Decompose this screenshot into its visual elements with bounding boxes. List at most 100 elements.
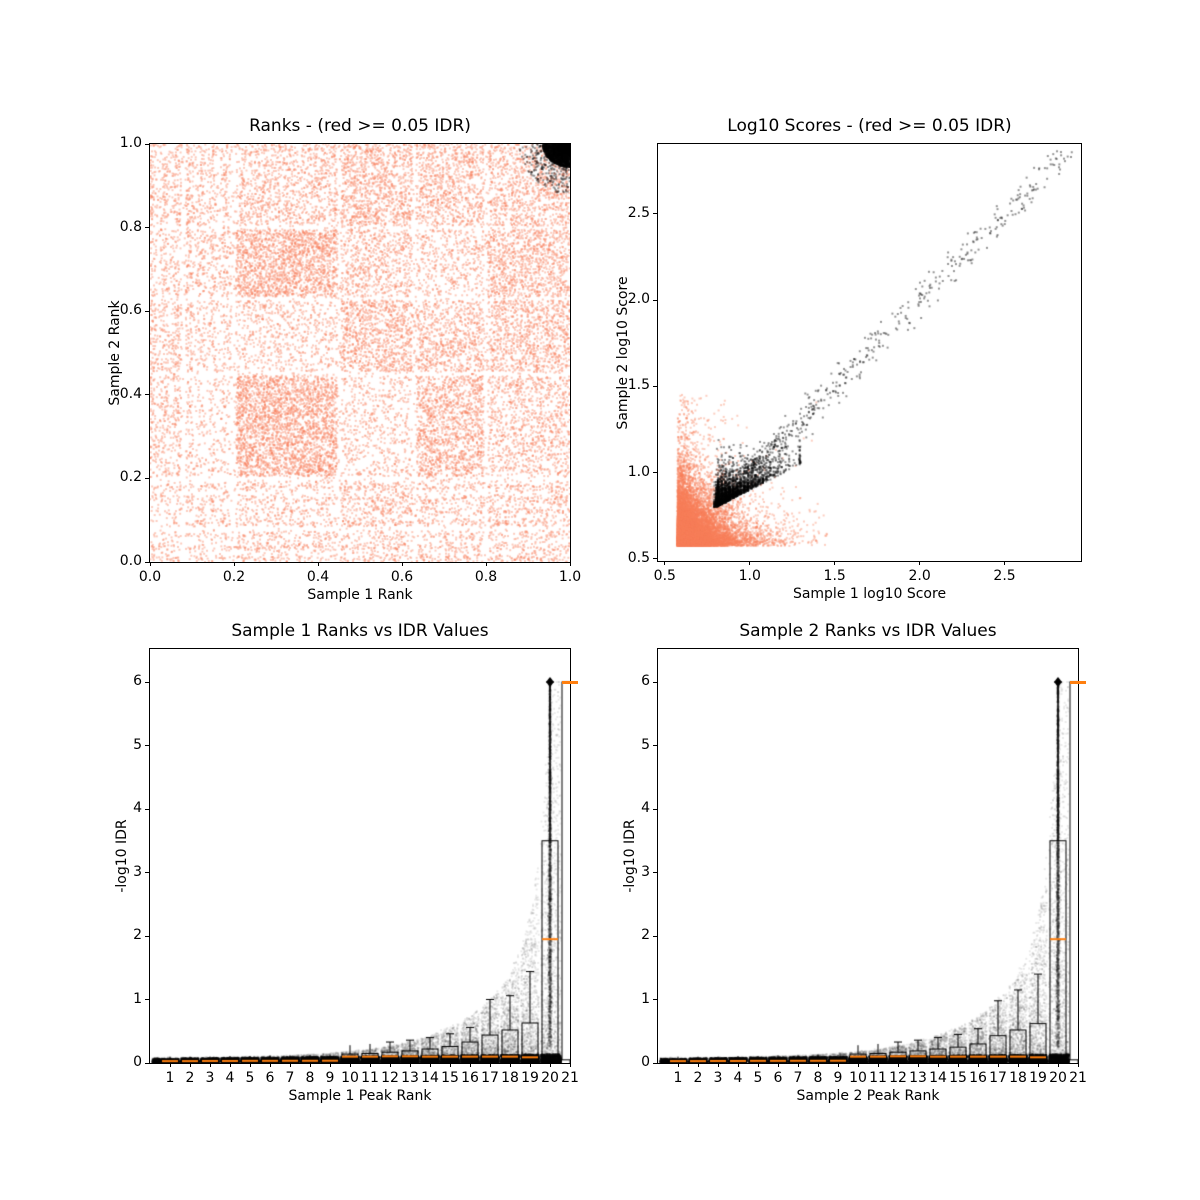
x-tick-label: 19 [521,1070,539,1086]
x-tick [317,562,319,566]
scores-canvas [658,144,1081,561]
x-tick-label: 15 [949,1070,967,1086]
x-tick-label: 12 [889,1070,907,1086]
y-tick [145,935,149,937]
y-tick [145,143,149,145]
x-tick-label: 16 [969,1070,987,1086]
x-tick [919,561,921,565]
x-tick [329,1063,331,1067]
x-tick-label: 0.5 [653,568,676,584]
y-tick [653,1062,657,1064]
sample2-idr-boxplot: Sample 2 Ranks vs IDR Values -log10 IDR … [622,621,1087,1104]
x-tick [529,1063,531,1067]
x-tick-label: 5 [753,1070,763,1086]
y-tick [145,477,149,479]
y-tick-label: 0.4 [119,385,142,402]
x-tick [977,1063,979,1067]
x-tick [857,1063,859,1067]
y-tick-label: 1.0 [119,135,142,151]
x-tick [1017,1063,1019,1067]
x-tick-label: 7 [285,1070,295,1086]
x-tick-label: 20 [541,1070,559,1086]
x-tick-label: 3 [205,1070,215,1086]
y-tick-label: 1 [133,990,142,1007]
x-tick [409,1063,411,1067]
x-tick [549,1063,551,1067]
x-tick-label: 9 [833,1070,843,1086]
x-tick [569,562,571,566]
x-tick [189,1063,191,1067]
x-tick-label: 4 [225,1070,235,1086]
x-tick-label: 14 [421,1070,439,1086]
x-tick [229,1063,231,1067]
x-tick [1037,1063,1039,1067]
y-tick [653,213,657,215]
y-tick-label: 0 [641,1054,650,1070]
y-tick-label: 2 [641,927,650,943]
x-tick [717,1063,719,1067]
x-tick [957,1063,959,1067]
y-tick-label: 0.8 [119,218,142,235]
x-tick [664,561,666,565]
y-tick [145,394,149,396]
sample1-idr-y-axis-label: -log10 IDR [114,819,130,893]
y-tick-label: 5 [133,736,142,753]
y-tick-label: 1.5 [627,377,650,394]
y-tick-label: 6 [133,673,142,690]
sample2-idr-y-axis-label: -log10 IDR [622,819,638,893]
y-tick-label: 0.5 [627,549,650,566]
sample1-idr-title: Sample 1 Ranks vs IDR Values [231,621,489,641]
y-tick [653,872,657,873]
x-tick-label: 1.0 [738,568,761,584]
y-tick-label: 5 [641,736,650,753]
x-tick [349,1063,351,1067]
x-tick-label: 10 [849,1070,867,1086]
x-tick-label: 1.0 [558,569,582,585]
ranks-canvas [150,144,570,562]
y-tick-label: 2 [133,927,142,943]
x-tick [233,562,235,566]
sample2-idr-title: Sample 2 Ranks vs IDR Values [739,621,997,641]
x-tick [797,1063,799,1067]
x-tick-label: 17 [481,1070,499,1086]
y-tick [145,808,149,810]
x-tick-label: 0.6 [390,569,414,585]
x-tick [749,561,751,565]
y-tick [145,310,149,312]
x-tick-label: 16 [461,1070,479,1086]
x-tick [1057,1063,1059,1067]
x-tick [309,1063,311,1067]
y-tick-label: 2.5 [627,204,650,221]
x-tick [509,1063,511,1067]
x-tick-label: 18 [1009,1070,1027,1086]
sample2-idr-x-axis-label: Sample 2 Peak Rank [796,1088,940,1104]
sample1_idr-canvas [150,649,570,1063]
x-tick-label: 21 [1069,1070,1087,1086]
y-tick-label: 6 [641,673,650,690]
ranks-x-axis-label: Sample 1 Rank [307,587,413,603]
x-tick [289,1063,291,1067]
y-tick [653,472,657,474]
x-tick-label: 2 [693,1070,703,1086]
x-tick-label: 8 [813,1070,823,1086]
y-tick [653,385,657,387]
x-tick-label: 2 [185,1070,195,1086]
x-tick [737,1063,739,1067]
x-tick-label: 2.0 [908,568,931,584]
x-tick [149,562,151,566]
y-tick-label: 3 [133,863,142,880]
x-tick [369,1063,371,1067]
x-tick [777,1063,779,1067]
x-tick [489,1063,491,1067]
x-tick-label: 10 [341,1070,359,1086]
y-tick-label: 3 [641,863,650,880]
y-tick-label: 4 [641,800,650,816]
scores-x-axis-label: Sample 1 log10 Score [792,586,947,602]
y-tick-label: 0.6 [119,302,142,319]
x-tick [1004,561,1006,565]
rank21-median-dash [562,680,578,684]
x-tick-label: 13 [401,1070,419,1086]
x-tick [834,561,836,565]
scores-scatter-plot: Log10 Scores - (red >= 0.05 IDR) Sample … [615,116,1082,602]
